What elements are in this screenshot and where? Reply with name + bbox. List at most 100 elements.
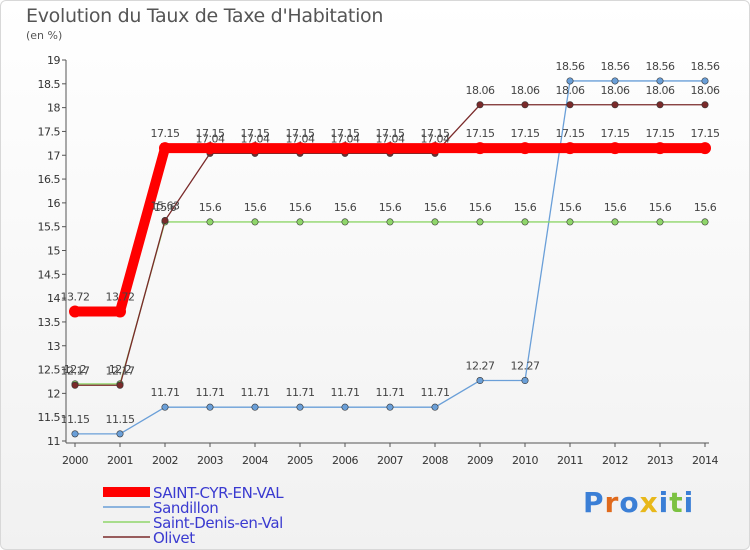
data-label: 17.15 xyxy=(601,127,630,140)
data-label: 11.71 xyxy=(151,386,180,399)
data-label: 11.15 xyxy=(61,413,90,426)
data-label: 11.15 xyxy=(106,413,135,426)
logo-letter: i xyxy=(683,486,695,519)
y-tick-label: 19 xyxy=(47,54,60,67)
data-point xyxy=(114,305,126,318)
x-tick-label: 2004 xyxy=(242,454,268,467)
data-label: 17.04 xyxy=(331,132,360,145)
data-point xyxy=(159,142,171,155)
data-label: 15.6 xyxy=(244,201,267,214)
data-point xyxy=(116,381,124,389)
data-label: 18.06 xyxy=(466,84,495,97)
data-point xyxy=(204,142,216,155)
data-point xyxy=(656,101,664,109)
data-label: 12.27 xyxy=(511,360,540,373)
data-point xyxy=(611,77,619,85)
y-tick-label: 11 xyxy=(47,435,60,448)
data-label: 13.72 xyxy=(61,290,90,303)
data-point xyxy=(339,142,351,155)
series-lines xyxy=(69,77,711,438)
x-tick-label: 2008 xyxy=(422,454,448,467)
data-point xyxy=(429,142,441,155)
x-tick-label: 2014 xyxy=(692,454,718,467)
data-point xyxy=(654,142,666,155)
data-label: 11.71 xyxy=(241,386,270,399)
x-tick-label: 2007 xyxy=(377,454,403,467)
data-label: 15.6 xyxy=(379,201,402,214)
data-label: 18.56 xyxy=(691,60,720,73)
data-point xyxy=(251,218,259,226)
data-label: 12.2 xyxy=(64,363,87,376)
data-point xyxy=(296,218,304,226)
series-line-2 xyxy=(75,221,705,385)
data-point xyxy=(249,142,261,155)
y-tick-label: 13 xyxy=(47,340,60,353)
data-label: 13.72 xyxy=(106,290,135,303)
legend: SAINT-CYR-EN-VALSandillonSaint-Denis-en-… xyxy=(103,484,285,547)
logo-letter: t xyxy=(669,486,684,519)
x-tick-label: 2003 xyxy=(197,454,223,467)
y-tick-label: 13.5 xyxy=(38,316,61,329)
data-point xyxy=(611,101,619,109)
data-point xyxy=(476,218,484,226)
legend-label: Sandillon xyxy=(153,499,218,517)
data-label: 11.71 xyxy=(331,386,360,399)
data-point xyxy=(474,142,486,155)
logo-letter: P xyxy=(583,486,605,519)
data-point xyxy=(431,403,439,411)
data-point xyxy=(519,142,531,155)
logo-letter: i xyxy=(658,486,670,519)
data-label: 17.15 xyxy=(331,127,360,140)
x-tick-label: 2006 xyxy=(332,454,358,467)
data-label: 17.15 xyxy=(466,127,495,140)
data-label: 15.6 xyxy=(649,201,672,214)
data-label: 17.04 xyxy=(421,132,450,145)
data-label: 15.6 xyxy=(334,201,357,214)
y-tick-label: 17 xyxy=(47,149,60,162)
data-label: 18.06 xyxy=(691,84,720,97)
data-point xyxy=(341,403,349,411)
data-point xyxy=(384,142,396,155)
data-label: 15.6 xyxy=(424,201,447,214)
data-label: 17.04 xyxy=(286,132,315,145)
x-tick-label: 2009 xyxy=(467,454,493,467)
data-point xyxy=(521,377,529,385)
y-tick-label: 12 xyxy=(47,387,60,400)
data-label: 17.04 xyxy=(376,132,405,145)
data-point xyxy=(161,403,169,411)
data-label: 18.06 xyxy=(646,84,675,97)
data-point xyxy=(251,403,259,411)
data-label: 15.6 xyxy=(514,201,537,214)
x-tick-label: 2000 xyxy=(62,454,88,467)
data-point xyxy=(161,216,169,224)
data-point xyxy=(701,218,709,226)
data-point xyxy=(71,430,79,438)
data-label: 11.71 xyxy=(421,386,450,399)
data-point xyxy=(699,142,711,155)
data-label: 11.71 xyxy=(286,386,315,399)
data-label: 15.63 xyxy=(151,199,180,212)
data-point xyxy=(611,218,619,226)
data-point xyxy=(386,403,394,411)
data-label: 15.6 xyxy=(289,201,312,214)
data-point xyxy=(521,218,529,226)
data-point xyxy=(566,218,574,226)
data-label: 12.27 xyxy=(466,360,495,373)
data-label: 18.06 xyxy=(601,84,630,97)
data-point xyxy=(71,381,79,389)
data-label: 17.04 xyxy=(241,132,270,145)
data-label: 17.15 xyxy=(196,127,225,140)
series-line-0 xyxy=(75,143,705,317)
data-label: 18.56 xyxy=(556,60,585,73)
y-tick-label: 18 xyxy=(47,102,60,115)
legend-label: Saint-Denis-en-Val xyxy=(153,514,283,532)
data-point xyxy=(566,77,574,85)
data-label: 15.6 xyxy=(469,201,492,214)
data-point xyxy=(386,218,394,226)
data-point xyxy=(69,305,81,318)
data-label: 17.04 xyxy=(196,132,225,145)
data-point xyxy=(656,77,664,85)
data-label: 17.15 xyxy=(151,127,180,140)
logo-letter: x xyxy=(639,486,659,519)
